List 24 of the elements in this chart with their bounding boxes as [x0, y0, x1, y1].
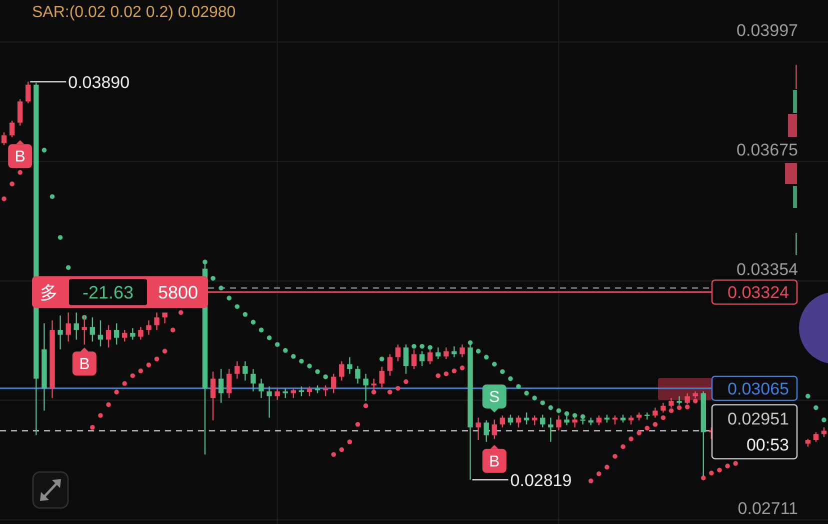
y-tick-label: 0.03675: [736, 140, 798, 160]
annotation: 0.02819: [510, 470, 572, 490]
annotation: 00:53: [746, 436, 789, 455]
position-tag: 多 -21.63 5800: [32, 276, 208, 308]
annotation: B: [79, 356, 90, 373]
y-tick-label: 0.02711: [738, 498, 798, 518]
annotation: -21.63: [82, 282, 134, 303]
y-tick-label: 0.03354: [736, 260, 798, 279]
extreme-label: 0.03890: [30, 72, 130, 92]
y-tick-label: 0.03997: [736, 20, 798, 40]
price-label: 0.03065: [711, 376, 798, 401]
annotation: B: [14, 148, 26, 166]
ref-line-label: 0.03324: [728, 283, 789, 302]
ref-line-label: 0.02951: [728, 410, 789, 429]
extreme-label: 0.02819: [472, 470, 572, 490]
chart-title: SAR:(0.02 0.02 0.2) 0.02980: [32, 4, 236, 21]
price-label: 0.02951 00:53: [711, 404, 798, 460]
price-label: 0.03324: [711, 279, 798, 305]
annotation: 多: [40, 282, 58, 303]
annotation: S: [489, 388, 500, 406]
annotation: B: [489, 453, 500, 470]
annotation: 5800: [158, 282, 198, 303]
ref-line-label: 0.03065: [728, 379, 789, 398]
annotation: 0.03890: [68, 72, 130, 92]
